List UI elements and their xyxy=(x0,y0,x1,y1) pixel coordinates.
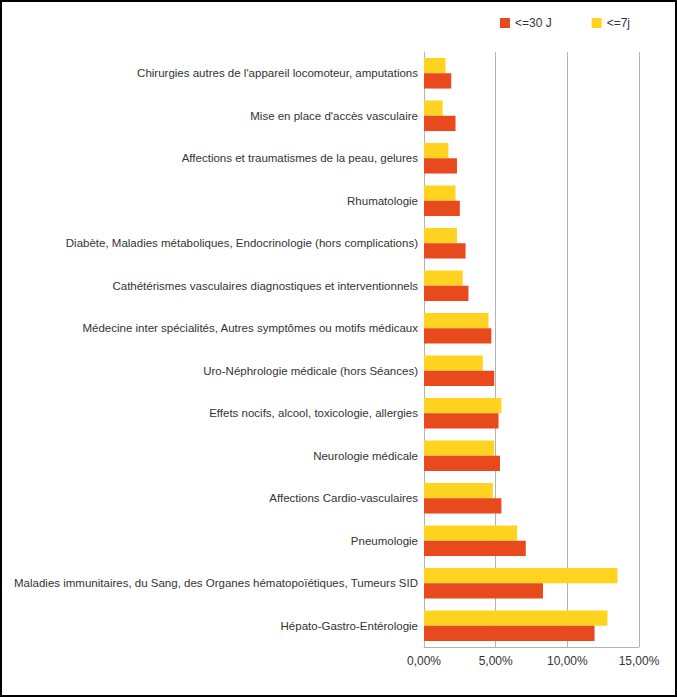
svg-text:10,00%: 10,00% xyxy=(547,654,588,668)
svg-text:Diabète, Maladies métaboliques: Diabète, Maladies métaboliques, Endocrin… xyxy=(66,237,418,249)
svg-text:Affections et traumatismes de: Affections et traumatismes de la peau, g… xyxy=(182,152,419,164)
svg-text:0,00%: 0,00% xyxy=(407,654,441,668)
svg-text:Uro-Néphrologie médicale (hors: Uro-Néphrologie médicale (hors Séances) xyxy=(203,365,418,377)
svg-text:Cathétérismes vasculaires diag: Cathétérismes vasculaires diagnostiques … xyxy=(112,280,418,292)
svg-text:5,00%: 5,00% xyxy=(479,654,513,668)
svg-text:Médecine inter spécialités, Au: Médecine inter spécialités, Autres sympt… xyxy=(82,322,418,334)
svg-text:Mise en place d'accès vasculai: Mise en place d'accès vasculaire xyxy=(250,110,418,122)
svg-text:Hépato-Gastro-Entérologie: Hépato-Gastro-Entérologie xyxy=(281,620,418,632)
svg-text:Neurologie médicale: Neurologie médicale xyxy=(313,450,418,462)
svg-text:15,00%: 15,00% xyxy=(619,654,660,668)
svg-text:Effets nocifs, alcool, toxicol: Effets nocifs, alcool, toxicologie, alle… xyxy=(209,407,418,419)
svg-text:<=7j: <=7j xyxy=(607,16,630,30)
svg-text:Pneumologie: Pneumologie xyxy=(351,535,418,547)
svg-text:<=30 J: <=30 J xyxy=(515,16,552,30)
svg-text:Affections Cardio-vasculaires: Affections Cardio-vasculaires xyxy=(269,492,418,504)
svg-text:Rhumatologie: Rhumatologie xyxy=(347,195,418,207)
svg-text:Maladies immunitaires, du Sang: Maladies immunitaires, du Sang, des Orga… xyxy=(14,577,418,589)
svg-text:Chirurgies autres de l'apparei: Chirurgies autres de l'appareil locomote… xyxy=(137,67,418,79)
